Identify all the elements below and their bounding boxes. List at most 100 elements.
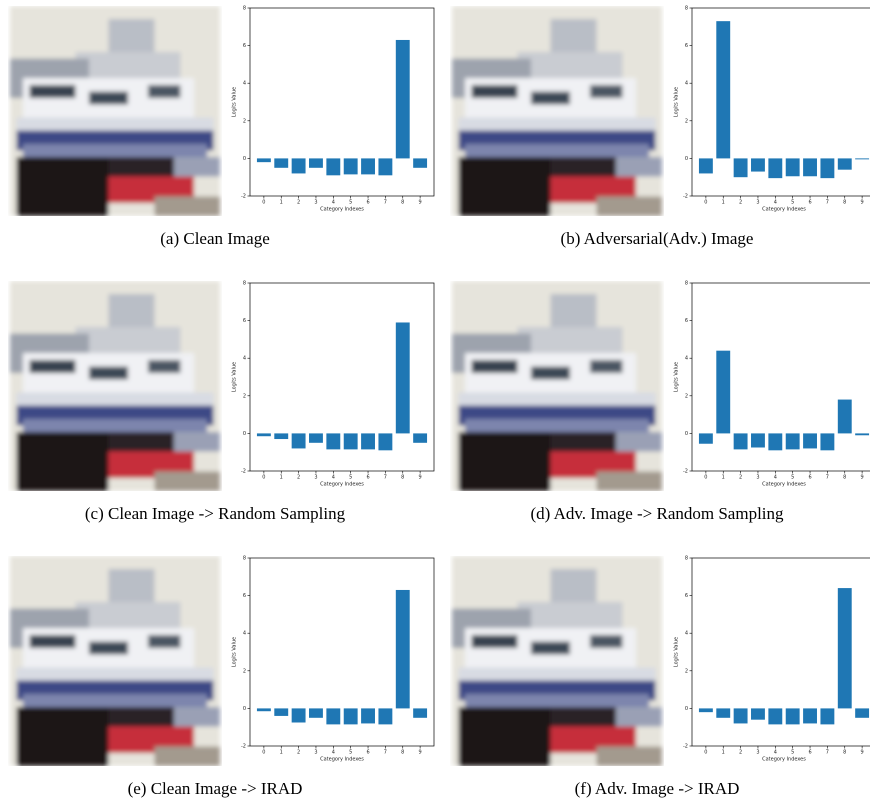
bar: [326, 158, 341, 176]
y-axis-label: Logits Value: [232, 87, 238, 117]
y-tick-label: 4: [685, 631, 688, 637]
ship-image: [10, 556, 220, 766]
x-axis-label: Category Indexes: [762, 482, 806, 488]
y-tick-label: 8: [243, 556, 246, 562]
y-tick-label: 2: [685, 668, 688, 674]
x-tick-label: 5: [791, 475, 794, 481]
ship-image: [10, 281, 220, 491]
bar: [837, 158, 852, 170]
bar: [803, 708, 817, 724]
x-tick-label: 7: [826, 200, 829, 206]
bar: [256, 433, 271, 437]
bar: [733, 433, 748, 450]
bar: [768, 158, 783, 179]
bar: [837, 588, 852, 709]
x-tick-label: 0: [262, 200, 265, 206]
bar: [256, 158, 271, 163]
x-tick-label: 5: [349, 200, 352, 206]
bar: [733, 158, 748, 178]
bar: [309, 433, 323, 443]
y-tick-label: 0: [685, 431, 688, 437]
y-axis-label: Logits Value: [674, 87, 680, 117]
bar: [378, 708, 393, 725]
y-tick-label: 0: [243, 706, 246, 712]
bar: [751, 433, 765, 448]
y-tick-label: 8: [243, 6, 246, 12]
y-tick-label: 8: [685, 6, 688, 12]
x-tick-label: 4: [774, 200, 777, 206]
x-axis-label: Category Indexes: [320, 482, 364, 488]
x-tick-label: 2: [739, 200, 742, 206]
bar: [378, 158, 393, 176]
x-tick-label: 7: [826, 475, 829, 481]
caption: (a) Clean Image: [160, 229, 270, 248]
x-tick-label: 4: [332, 200, 335, 206]
x-tick-label: 3: [756, 200, 759, 206]
bar: [837, 399, 852, 434]
y-tick-label: 6: [243, 318, 246, 324]
x-tick-label: 7: [384, 750, 387, 756]
axes-frame: [249, 282, 435, 472]
x-tick-label: 5: [791, 200, 794, 206]
x-tick-label: 6: [808, 475, 811, 481]
y-tick-label: 4: [243, 81, 246, 87]
x-tick-label: 8: [401, 475, 404, 481]
x-tick-label: 4: [774, 750, 777, 756]
bar: [768, 433, 783, 451]
y-axis-label: Logits Value: [674, 637, 680, 667]
y-tick-label: -2: [241, 469, 246, 475]
x-tick-label: 4: [774, 475, 777, 481]
y-tick-label: 2: [243, 118, 246, 124]
y-tick-label: -2: [241, 744, 246, 750]
x-tick-label: 0: [262, 750, 265, 756]
bar: [803, 433, 817, 449]
bar: [291, 433, 306, 449]
x-tick-label: 6: [366, 750, 369, 756]
ship-image: [452, 6, 662, 216]
y-tick-label: -2: [683, 194, 688, 200]
bar: [785, 433, 800, 450]
bar: [274, 708, 289, 716]
bar: [855, 433, 870, 436]
bar: [820, 433, 835, 451]
bar: [343, 158, 358, 175]
x-tick-label: 8: [843, 200, 846, 206]
x-tick-label: 0: [704, 475, 707, 481]
bar: [751, 158, 765, 172]
x-tick-label: 5: [349, 750, 352, 756]
x-tick-label: 3: [314, 750, 317, 756]
bar: [378, 433, 393, 451]
x-tick-label: 5: [349, 475, 352, 481]
x-tick-label: 1: [280, 750, 283, 756]
x-tick-label: 1: [722, 475, 725, 481]
bar: [343, 433, 358, 450]
x-tick-label: 3: [756, 475, 759, 481]
ship-image: [10, 6, 220, 216]
bar: [326, 433, 341, 450]
x-tick-label: 6: [366, 475, 369, 481]
y-tick-label: 4: [243, 631, 246, 637]
x-axis-label: Category Indexes: [320, 207, 364, 213]
x-tick-label: 9: [419, 475, 422, 481]
x-tick-label: 9: [419, 750, 422, 756]
y-tick-label: 0: [685, 706, 688, 712]
x-tick-label: 2: [297, 750, 300, 756]
x-axis-label: Category Indexes: [320, 757, 364, 763]
x-tick-label: 3: [314, 475, 317, 481]
x-tick-label: 3: [314, 200, 317, 206]
bar: [274, 158, 289, 168]
x-tick-label: 8: [401, 200, 404, 206]
y-tick-label: 2: [685, 393, 688, 399]
x-tick-label: 9: [419, 200, 422, 206]
y-tick-label: 0: [685, 156, 688, 162]
bar: [820, 158, 835, 179]
caption: (e) Clean Image -> IRAD: [128, 779, 303, 798]
x-tick-label: 8: [843, 475, 846, 481]
x-tick-label: 6: [366, 200, 369, 206]
bar: [309, 708, 323, 718]
x-tick-label: 3: [756, 750, 759, 756]
bar: [785, 708, 800, 725]
axes-frame: [249, 7, 435, 197]
x-tick-label: 0: [704, 750, 707, 756]
x-tick-label: 5: [791, 750, 794, 756]
